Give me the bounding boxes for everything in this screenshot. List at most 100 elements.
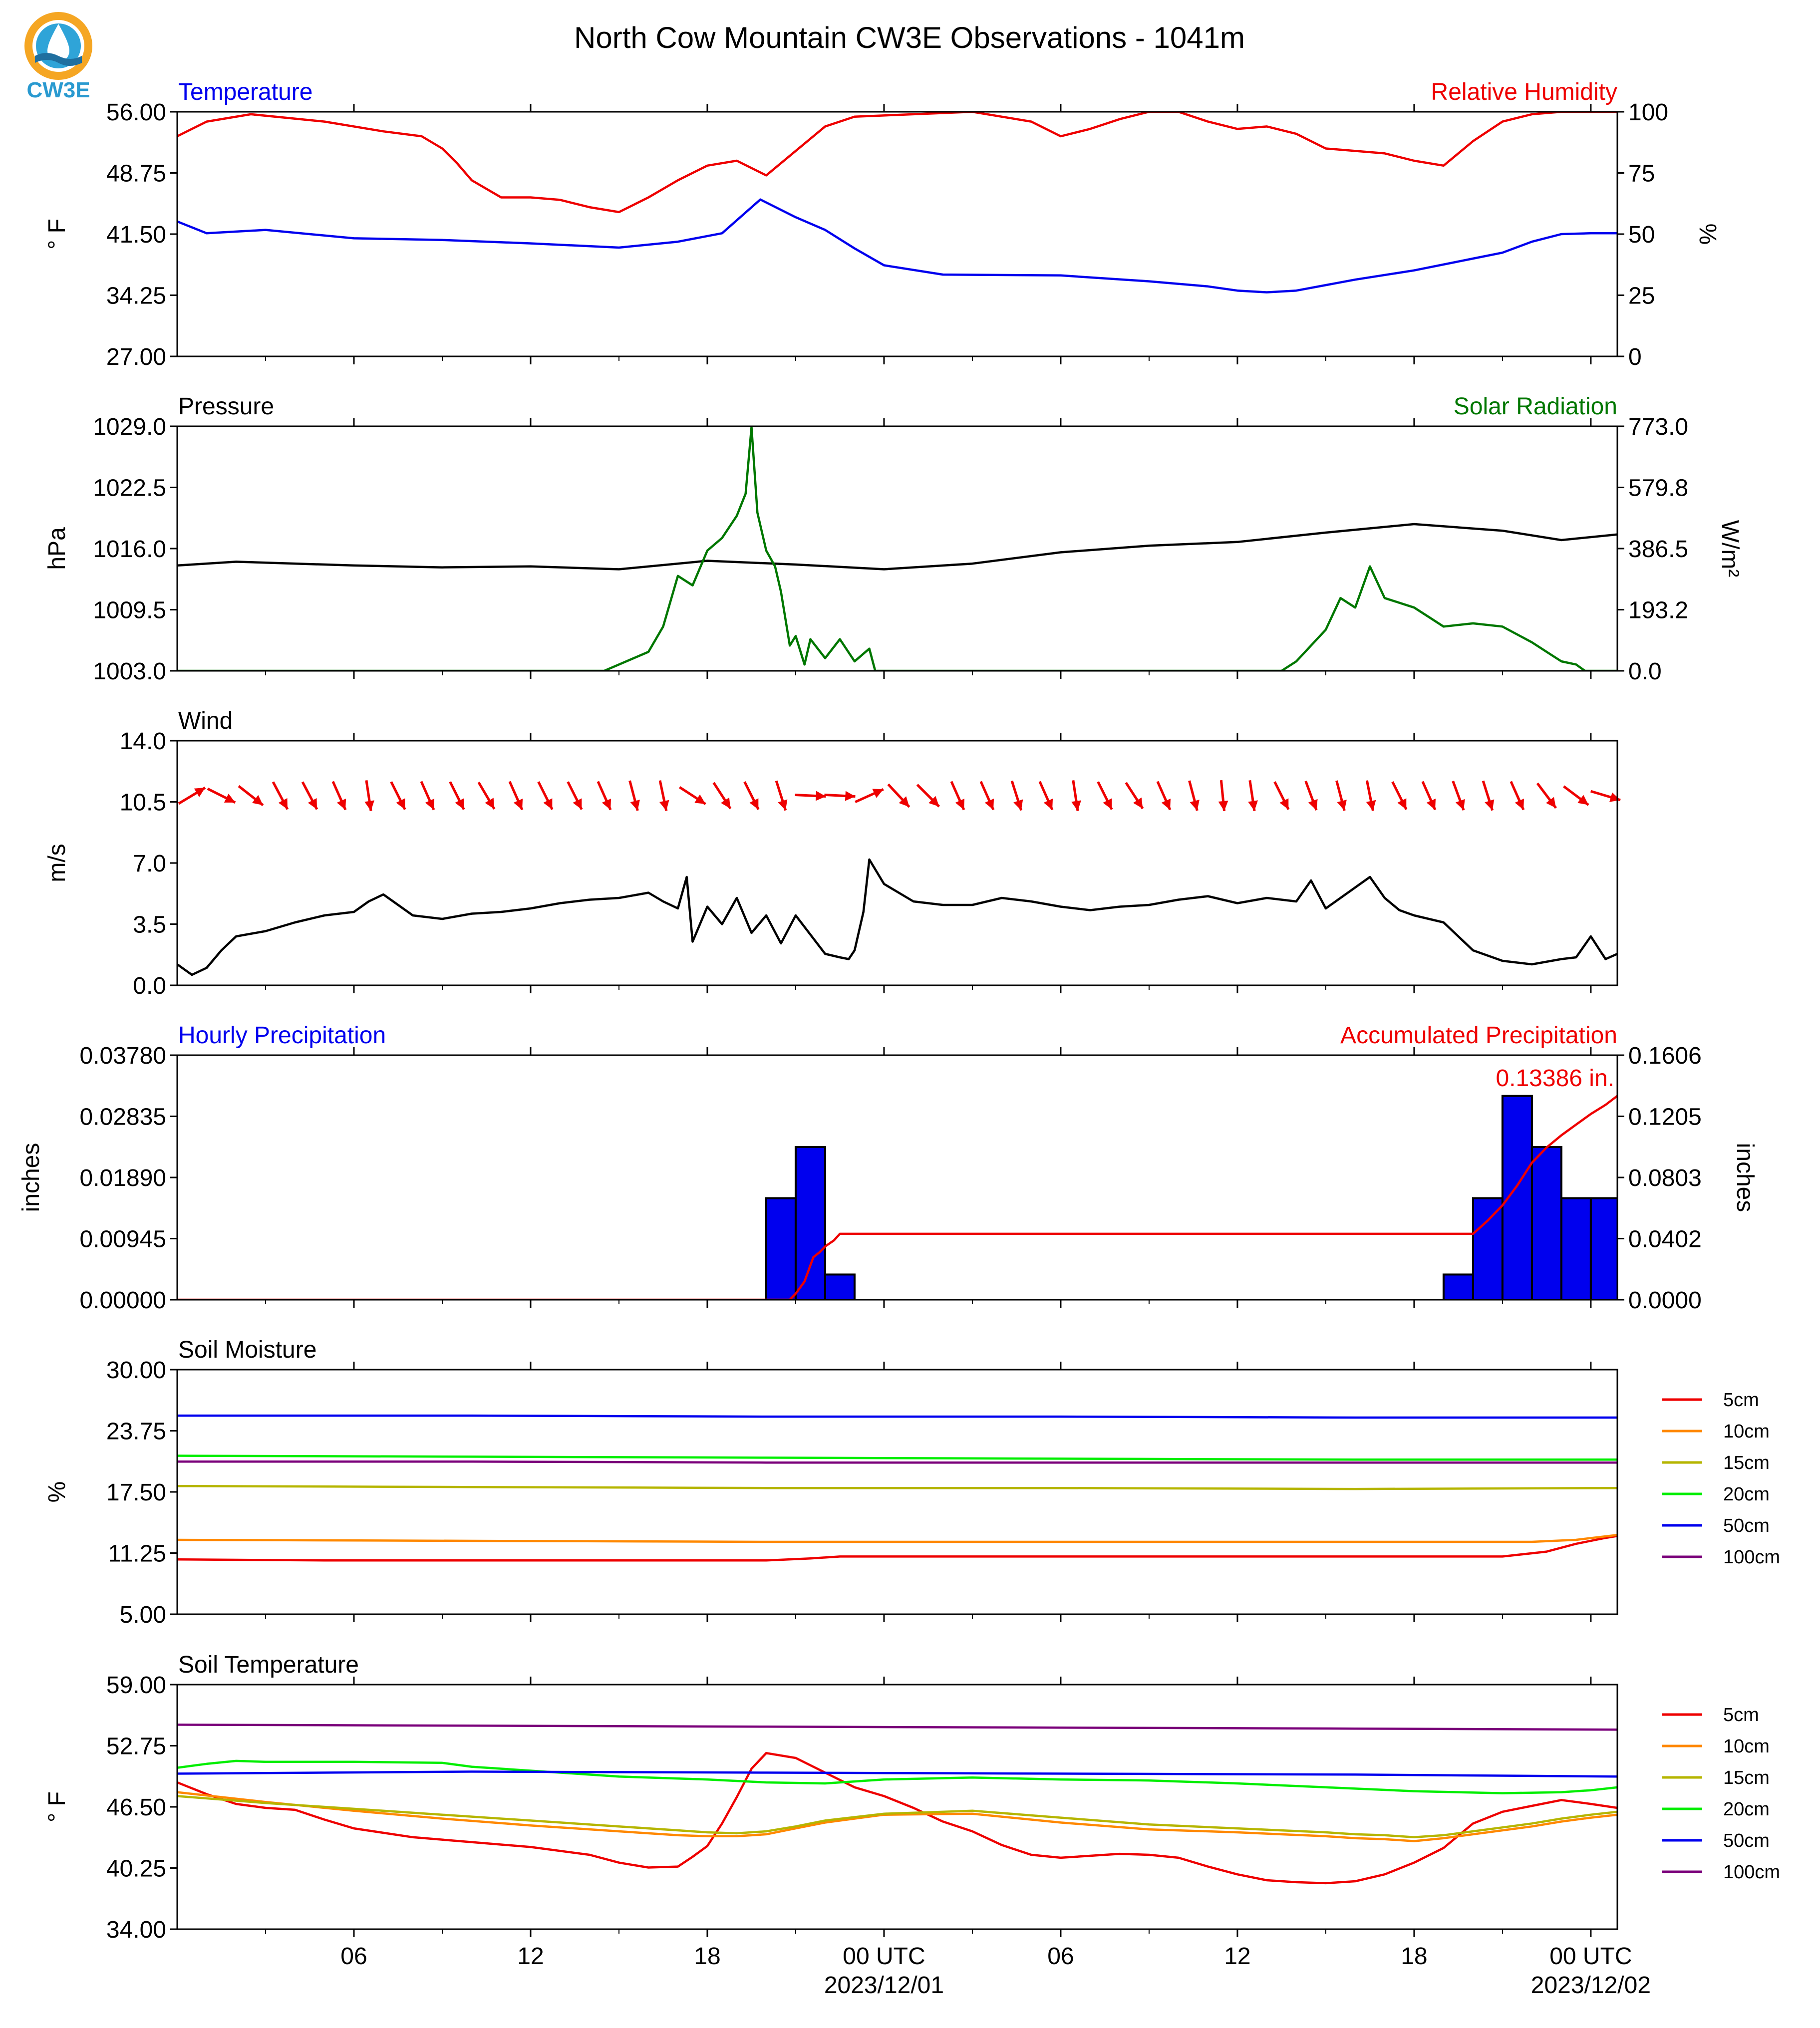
legend: 5cm 10cm 15cm 20cm 50cm 100cm: [1662, 1705, 1780, 1883]
precip-bar: [1442, 1273, 1474, 1300]
wind-arrow-head: [602, 798, 611, 810]
y-tick-label-left: 48.75: [106, 161, 166, 187]
x-tick-label: 18: [694, 1943, 720, 1970]
wind-arrow-head: [1133, 797, 1143, 809]
y-tick-label-right: 0.1205: [1628, 1104, 1702, 1131]
y-axis-label-left: inches: [18, 1143, 44, 1212]
y-tick-label-left: 56.00: [106, 99, 166, 126]
precip-bar: [1530, 1146, 1562, 1300]
y-tick-label-right: 0.0: [1628, 658, 1662, 685]
series-line-10cm: [177, 1533, 1617, 1543]
x-tick-label: 06: [340, 1943, 367, 1970]
panel-4: Hourly Precipitation Accumulated Precipit…: [18, 1022, 1758, 1314]
wind-arrow-head: [984, 798, 994, 810]
series-line-15cm: [177, 1795, 1617, 1839]
y-tick-label-left: 59.00: [106, 1672, 166, 1699]
series-line-accumulated-precipitation: [177, 1095, 1617, 1300]
wind-arrow-head: [252, 795, 263, 806]
y-tick-label-left: 27.00: [106, 344, 166, 370]
wind-arrow-head: [1366, 800, 1376, 811]
wind-arrow-head: [778, 799, 788, 811]
y-axis-label-left: %: [44, 1481, 70, 1503]
y-tick-label-left: 14.0: [120, 728, 166, 755]
panel-5: Soil Moisture 30.00 23.75 17.50 11.25 5.00% 5c…: [44, 1337, 1780, 1628]
series-line-100cm: [177, 1460, 1617, 1464]
wind-arrow-head: [1426, 798, 1436, 810]
wind-arrow-head: [1218, 800, 1228, 811]
wind-arrow-head: [659, 800, 669, 811]
y-tick-label-left: 41.50: [106, 222, 166, 248]
y-tick-label-left: 40.25: [106, 1856, 166, 1882]
y-tick-label-left: 52.75: [106, 1734, 166, 1760]
panel-frame: [176, 111, 1618, 357]
panel-title-left: Hourly Precipitation: [178, 1022, 386, 1049]
y-axis-label-left: ° F: [44, 1791, 70, 1822]
x-tick-label: 06: [1047, 1943, 1074, 1970]
panel-title-right: Solar Radiation: [1454, 393, 1617, 420]
precip-bar: [1472, 1197, 1504, 1300]
panel-3: Wind 14.0 10.5 7.0 3.5 0.0 m/s: [44, 708, 1621, 999]
legend-label: 15cm: [1723, 1452, 1770, 1473]
legend-label: 15cm: [1723, 1767, 1770, 1788]
wind-arrow-head: [1308, 799, 1318, 811]
series-line-solar-radiation: [177, 426, 1617, 671]
panel-6: Soil Temperature 59.00 52.75 46.50 40.25 34.0…: [44, 1652, 1780, 1999]
x-tick-label: 18: [1401, 1943, 1427, 1970]
y-tick-label-left: 0.0: [133, 973, 166, 999]
y-tick-label-left: 0.03780: [79, 1043, 166, 1069]
wind-arrow-head: [278, 798, 288, 810]
y-tick-label-right: 579.8: [1628, 475, 1688, 502]
wind-arrow-head: [1485, 799, 1495, 811]
wind-arrow-head: [721, 797, 731, 809]
precip-bar: [794, 1146, 826, 1300]
series-line-temperature: [177, 198, 1617, 293]
wind-arrow-head: [928, 796, 939, 807]
y-tick-label-left: 0.00000: [79, 1287, 166, 1314]
y-tick-label-right: 0: [1628, 344, 1642, 370]
panel-title-left: Pressure: [178, 393, 274, 420]
wind-arrow-head: [336, 798, 346, 810]
series-line-wind-speed: [177, 858, 1617, 976]
legend-label: 5cm: [1723, 1390, 1759, 1411]
wind-arrow-head: [815, 791, 826, 801]
y-tick-label-right: 0.1606: [1628, 1043, 1702, 1069]
panel-title-right: Relative Humidity: [1431, 79, 1617, 105]
y-axis-label-left: ° F: [44, 219, 70, 250]
series-line-5cm: [177, 1534, 1617, 1562]
wind-arrow-head: [1397, 798, 1407, 810]
x-tick-label: 00 UTC: [1549, 1943, 1632, 1970]
y-tick-label-right: 75: [1628, 161, 1655, 187]
x-tick-label: 12: [1224, 1943, 1250, 1970]
wind-arrow-head: [455, 798, 464, 810]
wind-arrow-head: [396, 798, 405, 810]
y-tick-label-left: 7.0: [133, 851, 166, 877]
y-axis-label-right: W/m²: [1717, 520, 1743, 578]
series-line-relative-humidity: [177, 112, 1617, 214]
wind-arrow-head: [1515, 798, 1524, 810]
legend-label: 100cm: [1723, 1862, 1780, 1883]
y-axis-label-left: m/s: [44, 844, 70, 882]
wind-arrow-head: [1161, 798, 1171, 810]
y-tick-label-left: 23.75: [106, 1419, 166, 1445]
legend-label: 10cm: [1723, 1736, 1770, 1757]
wind-arrow-head: [485, 798, 495, 809]
wind-arrow-head: [694, 794, 706, 804]
cw3e-logo: CW3E: [24, 12, 92, 102]
y-tick-label-left: 1029.0: [93, 414, 166, 440]
legend-label: 50cm: [1723, 1830, 1770, 1851]
panel-frame: [176, 1054, 1618, 1301]
series-line-100cm: [177, 1724, 1617, 1731]
panel-title-left: Wind: [178, 708, 233, 734]
accumulated-total-label: 0.13386 in.: [1496, 1065, 1614, 1092]
wind-arrow-head: [573, 798, 582, 810]
wind-arrow-head: [1279, 798, 1289, 810]
wind-arrow-head: [364, 800, 375, 811]
y-tick-label-right: 25: [1628, 283, 1655, 309]
wind-arrow-head: [307, 798, 317, 810]
wind-arrow-head: [543, 798, 553, 810]
legend: 5cm 10cm 15cm 20cm 50cm 100cm: [1662, 1390, 1780, 1568]
logo-text: CW3E: [26, 78, 90, 102]
series-line-20cm: [177, 1454, 1617, 1461]
wind-arrow-head: [1043, 798, 1053, 810]
y-tick-label-right: 0.0000: [1628, 1287, 1702, 1314]
